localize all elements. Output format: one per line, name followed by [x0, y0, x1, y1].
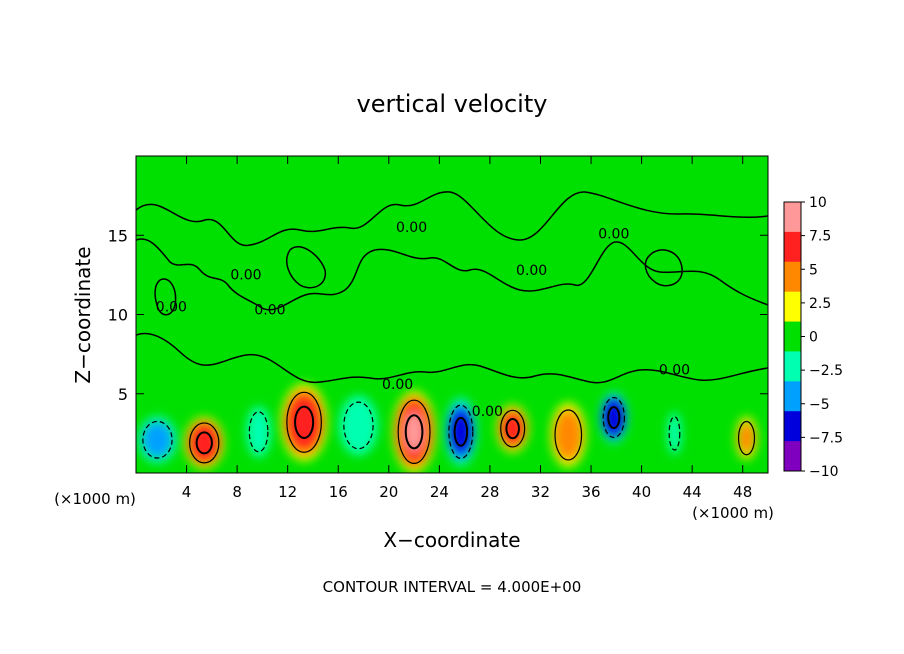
x-axis: 4 8 12 16 20 24 28 32 36 40 44 48 — [182, 156, 752, 501]
feature-outline-5 — [554, 409, 583, 461]
contour-label-7: 0.00 — [382, 377, 413, 393]
colorbar-label-3: 5 — [809, 262, 818, 278]
feature-updraft-2 — [281, 383, 328, 461]
feature-band-5-2 — [554, 409, 583, 461]
contour-label-8: 0.00 — [472, 404, 503, 420]
y-tick-label-10: 10 — [108, 306, 128, 325]
feature-band-9-1 — [338, 395, 378, 456]
colorbar-swatch-3 — [784, 261, 801, 293]
x-tick-label-16: 16 — [329, 483, 348, 501]
feature-contour-10 — [453, 416, 469, 447]
feature-downdraft-8 — [246, 406, 271, 458]
y-tick-label-5: 5 — [118, 385, 128, 404]
colorbar-label-6: −2.5 — [809, 363, 843, 379]
x-tick-label-36: 36 — [581, 483, 600, 501]
contour-labels: 0.00 0.00 0.00 0.00 0.00 0.00 0.00 0.00 0.00 — [156, 220, 690, 420]
feature-outline-7 — [142, 420, 173, 459]
y-axis: 5 10 15 — [108, 226, 768, 404]
feature-contour-1 — [195, 431, 213, 455]
y-tick-label-15: 15 — [108, 226, 128, 245]
colorbar-label-2: 7.5 — [809, 229, 831, 245]
x-tick-label-28: 28 — [480, 483, 499, 501]
x-tick-label-4: 4 — [182, 483, 192, 501]
zero-contour-upper-1 — [136, 191, 768, 247]
x-unit-left: (×1000 m) — [54, 490, 136, 508]
feature-updraft-6 — [735, 416, 758, 460]
x-tick-label-48: 48 — [733, 483, 752, 501]
feature-downdraft-7 — [138, 416, 177, 464]
y-axis-label: Z−coordinate — [71, 246, 95, 383]
feature-band-2-3 — [288, 396, 320, 448]
feature-outline-1 — [189, 422, 220, 464]
feature-contour-2 — [294, 405, 315, 439]
zero-contour-lower — [136, 332, 768, 384]
colorbar-label-7: −5 — [809, 397, 830, 413]
contour-label-6: 0.00 — [156, 299, 187, 315]
feature-band-6-2 — [738, 422, 755, 454]
contour-label-4: 0.00 — [254, 303, 285, 319]
feature-band-1-3 — [190, 425, 218, 461]
contour-label-9: 0.00 — [659, 363, 690, 379]
feature-outline-8 — [248, 411, 269, 453]
x-tick-label-44: 44 — [683, 483, 702, 501]
feature-band-8-1 — [246, 406, 271, 458]
colorbar-swatch-4 — [784, 291, 801, 323]
feature-outline-11 — [602, 396, 626, 439]
feature-outline-4 — [500, 409, 526, 448]
x-tick-label-32: 32 — [531, 483, 550, 501]
colorbar-swatch-6 — [784, 351, 801, 382]
colorbar-label-9: −10 — [809, 464, 839, 480]
feature-outline-3 — [397, 399, 431, 465]
colorbar-label-5: 0 — [809, 330, 818, 346]
colorbar: 10 7.5 5 2.5 0 −2.5 −5 −7.5 −10 — [783, 195, 843, 480]
feature-outline-2 — [286, 391, 322, 453]
feature-band-7-2 — [143, 422, 172, 458]
feature-contour-11 — [607, 406, 621, 429]
contour-mid-1 — [286, 246, 327, 289]
x-tick-label-8: 8 — [232, 483, 242, 501]
colorbar-swatch-7 — [784, 381, 801, 412]
colorbar-label-4: 2.5 — [809, 296, 831, 312]
feature-contour-3 — [404, 414, 424, 450]
feature-outline-10 — [448, 404, 474, 460]
colorbar-swatch-2 — [784, 231, 801, 263]
feature-downdraft-10 — [444, 397, 477, 467]
contour-label-5: 0.00 — [516, 263, 547, 279]
feature-downdraft-11 — [599, 391, 628, 444]
feature-contour-4 — [505, 418, 520, 440]
feature-outline-12 — [668, 416, 681, 451]
x-unit-right: (×1000 m) — [692, 504, 774, 522]
feature-updraft-3 — [392, 391, 436, 473]
feature-updraft-5 — [550, 402, 586, 468]
x-tick-label-20: 20 — [379, 483, 398, 501]
contour-label-3: 0.00 — [230, 268, 261, 284]
velocity-field — [138, 383, 758, 473]
chart-title: vertical velocity — [357, 90, 548, 118]
colorbar-swatch-1 — [784, 202, 801, 233]
zero-contour-upper-2 — [136, 238, 768, 311]
feature-updraft-1 — [184, 417, 224, 469]
contour-label-1: 0.00 — [396, 220, 427, 236]
zero-contours — [136, 191, 768, 465]
contour-label-2: 0.00 — [598, 226, 629, 242]
contour-interval-note: CONTOUR INTERVAL = 4.000E+00 — [323, 578, 582, 596]
colorbar-swatch-8 — [784, 411, 801, 442]
colorbar-swatch-5 — [784, 321, 801, 352]
feature-outline-6 — [737, 420, 756, 456]
contour-mid-3 — [154, 278, 177, 316]
contour-mid-2 — [644, 249, 683, 287]
x-tick-label-40: 40 — [632, 483, 651, 501]
plot-area: 0.00 0.00 0.00 0.00 0.00 0.00 0.00 0.00 0.00 — [135, 155, 769, 474]
feature-outline-9 — [343, 401, 374, 450]
colorbar-swatch-9 — [784, 441, 801, 472]
feature-band-11-3 — [604, 399, 624, 436]
x-axis-label: X−coordinate — [383, 528, 520, 552]
x-tick-label-24: 24 — [430, 483, 449, 501]
colorbar-label-8: −7.5 — [809, 430, 843, 446]
x-tick-label-12: 12 — [278, 483, 297, 501]
feature-downdraft-9 — [338, 395, 378, 456]
colorbar-label-1: 10 — [809, 195, 827, 211]
